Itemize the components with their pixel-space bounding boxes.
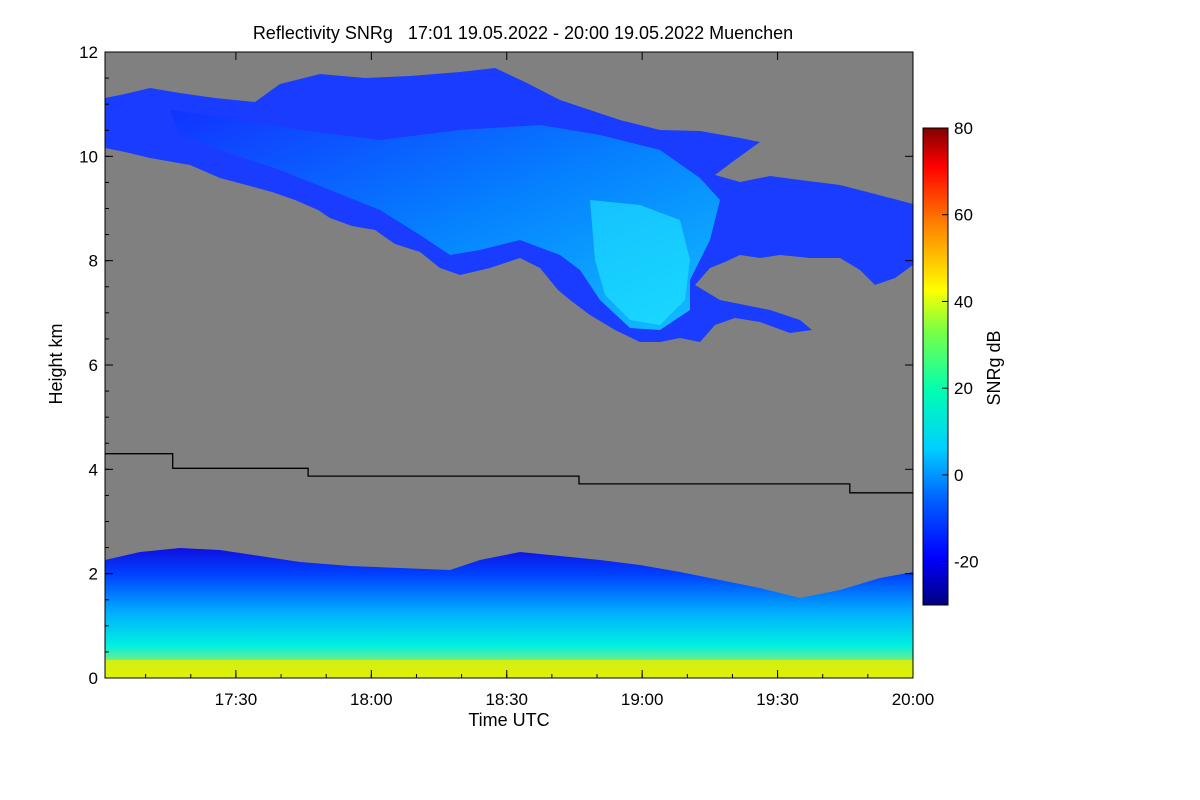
y-tick-label: 4: [89, 460, 98, 479]
x-tick-label: 20:00: [892, 690, 935, 709]
step-line: [105, 453, 913, 494]
y-tick-label: 0: [89, 669, 98, 688]
y-tick-label: 8: [89, 252, 98, 271]
surface-band: [105, 660, 913, 678]
y-tick-label: 10: [79, 147, 98, 166]
x-tick-label: 18:30: [485, 690, 528, 709]
chart-title: Reflectivity SNRg 17:01 19.05.2022 - 20:…: [253, 23, 793, 43]
colorbar-ticks: -20 0 20 40 60 80: [942, 119, 979, 572]
y-tick-label: 6: [89, 356, 98, 375]
colorbar-label: SNRg dB: [984, 330, 1004, 405]
colorbar-tick-label: 40: [954, 292, 973, 311]
y-axis-label: Height km: [46, 323, 66, 404]
colorbar-tick-label: 80: [954, 119, 973, 138]
y-axis-ticks: 0 2 4 6 8 10 12: [79, 43, 913, 688]
x-axis-label: Time UTC: [468, 710, 549, 730]
colorbar-tick-label: 20: [954, 379, 973, 398]
y-tick-label: 12: [79, 43, 98, 62]
boundary-layer-region: [105, 548, 913, 678]
colorbar: [922, 127, 949, 606]
x-tick-label: 18:00: [350, 690, 393, 709]
colorbar-tick-label: -20: [954, 553, 979, 572]
y-tick-label: 2: [89, 565, 98, 584]
x-tick-label: 19:00: [621, 690, 664, 709]
x-tick-label: 19:30: [756, 690, 799, 709]
x-axis-ticks: 17:30 18:00 18:30 19:00 19:30 20:00: [145, 52, 935, 709]
colorbar-tick-label: 0: [954, 466, 963, 485]
colorbar-tick-label: 60: [954, 206, 973, 225]
cloud-fallstreak: [590, 200, 690, 325]
x-tick-label: 17:30: [215, 690, 258, 709]
cloud-core: [170, 110, 720, 330]
